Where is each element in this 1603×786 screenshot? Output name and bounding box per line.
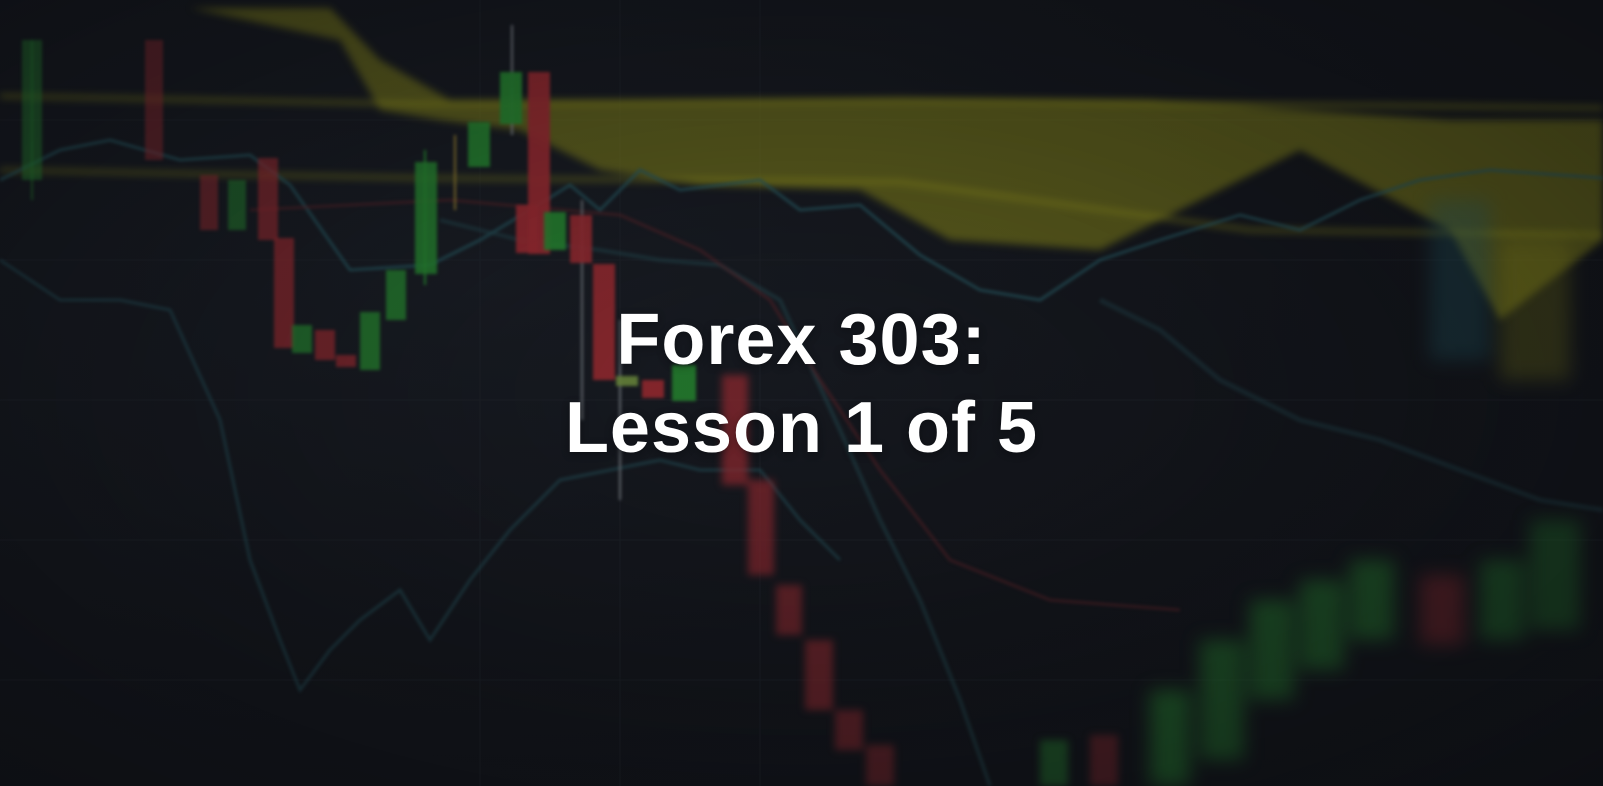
lesson-title: Forex 303: Lesson 1 of 5 [0, 296, 1603, 472]
title-line-course: Forex 303: [616, 300, 987, 380]
title-line-lesson: Lesson 1 of 5 [564, 388, 1039, 468]
ichimoku-cloud [0, 8, 1603, 320]
